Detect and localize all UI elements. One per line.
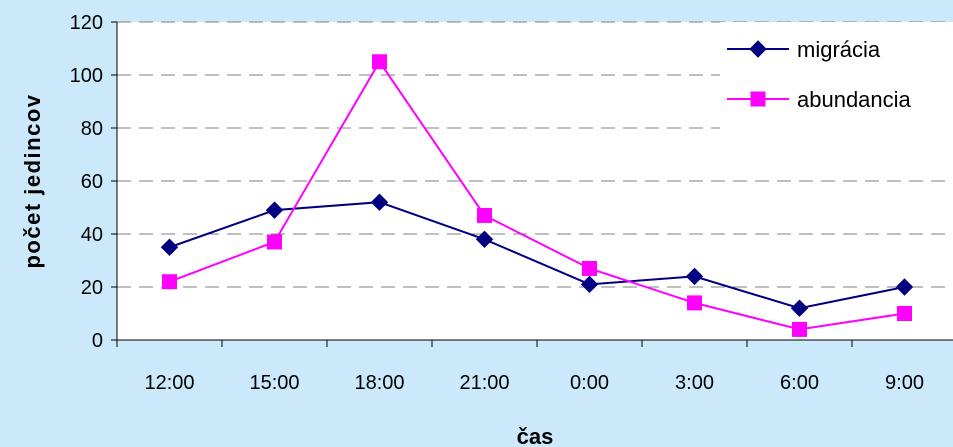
data-point [372,54,387,70]
x-tick-label: 6:00 [780,372,819,394]
data-point [162,274,177,290]
x-tick-label: 21:00 [459,372,509,394]
y-tick-label: 40 [81,224,103,246]
x-tick-label: 3:00 [675,372,714,394]
legend-box [720,22,953,132]
data-point [685,267,704,286]
y-tick-label: 100 [70,65,103,87]
x-tick-label: 0:00 [570,372,609,394]
data-point [265,201,284,219]
series-line [169,59,905,331]
data-point [792,321,807,337]
series-1 [160,193,914,317]
y-tick-label: 120 [70,12,103,34]
legend: migrácia abundancia [720,22,953,132]
data-point [897,306,912,321]
data-point [477,207,492,223]
series-2 [162,54,912,337]
data-point [790,299,809,317]
legend-item-2: abundancia [727,87,912,112]
y-tick-label: 0 [92,330,103,352]
x-tick-label: 9:00 [885,372,924,394]
data-point [267,234,282,250]
gridlines [111,21,953,347]
legend-items: migrácia abundancia [727,37,912,112]
y-tick-labels: 0 20 40 60 80 100 120 [70,12,103,352]
y-tick-label: 80 [81,118,103,140]
x-axis-title: čas [517,424,554,447]
x-tick-labels: 12:00 15:00 18:00 21:00 0:00 3:00 6:00 9:00 [144,372,924,394]
series-line [169,201,905,310]
data-point [580,275,599,294]
y-tick-label: 60 [81,171,103,193]
data-point [687,295,702,311]
data-point [370,193,389,211]
axes [116,22,953,341]
legend-label: abundancia [797,87,912,112]
data-point [475,230,494,249]
y-axis-title: počet jedincov [20,93,45,268]
data-point [160,238,179,256]
x-tick-label: 15:00 [249,372,299,394]
legend-item-1: migrácia [727,37,881,62]
data-point [582,260,597,276]
legend-marker [750,91,766,107]
x-tick-label: 18:00 [354,372,404,394]
x-tick-label: 12:00 [144,372,194,394]
series [160,54,914,337]
y-tick-label: 20 [81,277,103,299]
legend-label: migrácia [797,37,881,62]
legend-marker [749,40,767,58]
data-point [895,278,914,296]
